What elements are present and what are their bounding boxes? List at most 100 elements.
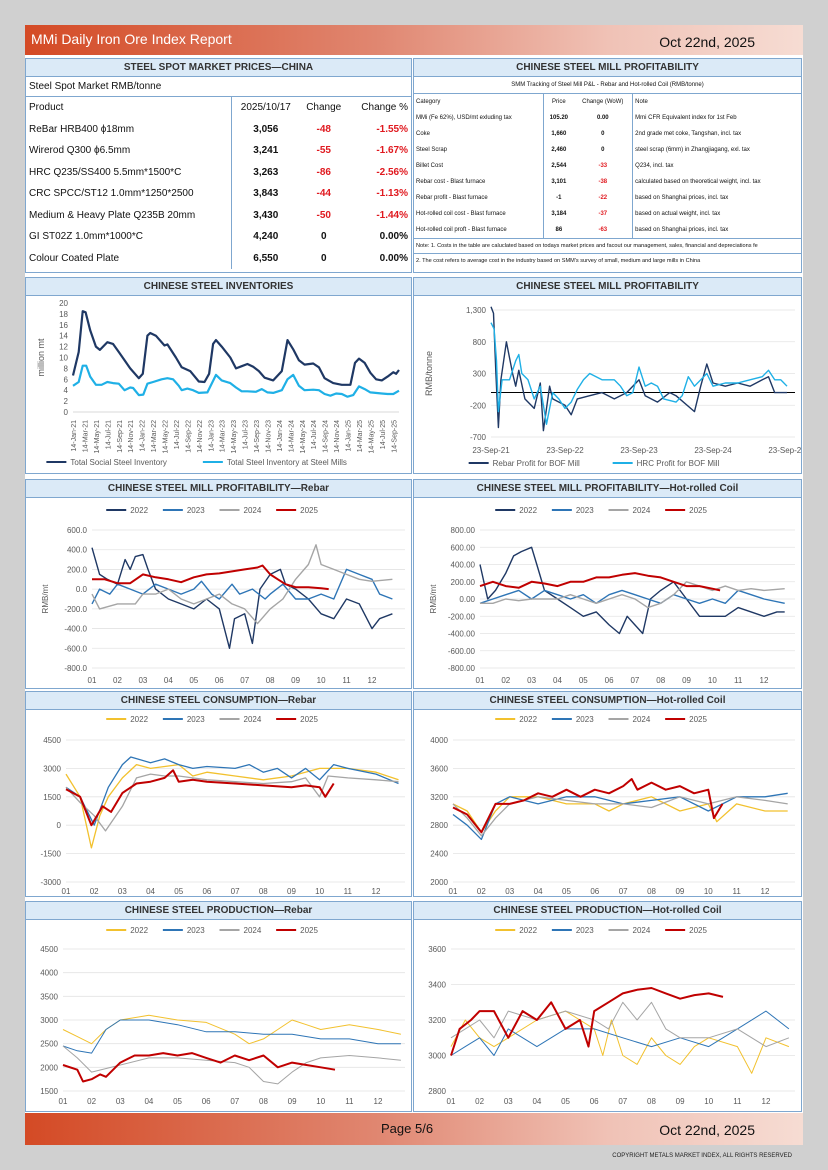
x-tick-label: 03 [116,1097,125,1106]
legend-label: 2025 [300,926,318,935]
x-tick-label: 14-Jan-21 [71,420,78,452]
report-date: Oct 22nd, 2025 [659,34,755,50]
y-tick-label: 400.0 [67,546,88,555]
section-title: CHINESE STEEL MILL PROFITABILITY [413,58,802,77]
series-line-2024 [450,1001,790,1048]
legend-label: 2025 [300,715,318,724]
table-cell: 3,101 [551,179,567,185]
table-cell: based on actual weight, incl. tax [635,211,721,217]
x-tick-label: 14-Mar-24 [288,420,295,452]
x-tick-label: 14-Mar-22 [151,420,158,452]
legend-label: 2022 [519,926,537,935]
table-row: Medium & Heavy Plate Q235B 20mm 3,430 -50 -… [26,204,411,226]
x-tick-label: 14-Sep-22 [185,420,192,453]
x-tick-label: 01 [59,1097,68,1106]
column-header: 2025/10/17 [240,102,291,114]
y-axis-label: RMB/tonne [424,351,434,396]
y-tick-label: -400.0 [64,625,87,634]
x-tick-label: 04 [553,676,562,685]
table-cell: 4,240 [253,231,279,243]
series-line-2023 [62,1019,401,1054]
series-line-2022 [65,763,399,849]
x-tick-label: 14-Sep-24 [323,420,330,453]
y-tick-label: -600.00 [448,647,476,656]
series-line-2022 [450,1010,790,1074]
y-axis-label: RMB/mt [41,584,50,614]
x-tick-label: 05 [189,676,198,685]
x-tick-label: 23-Sep-21 [472,446,510,455]
x-tick-label: 07 [231,887,240,896]
y-tick-label: 4 [64,386,69,395]
spot-subtitle: Steel Spot Market RMB/tonne [26,77,411,97]
x-tick-label: 12 [372,887,381,896]
series-line-2023 [65,756,399,826]
x-tick-label: 04 [164,676,173,685]
chart-rebarcons: -3000 -1500 0 1500 3000 4500 01 02 03 04 05 06 07 08 0… [41,715,405,896]
series-line-2023 [452,792,788,841]
chart-profts: -700 -200 300 800 1,300 RMB/tonne 23-Sep-21 23-… [424,306,801,468]
x-tick-label: 09 [676,1097,685,1106]
table-cell: 2nd grade met coke, Tangshan, incl. tax [635,131,742,137]
table-note: Note: 1. Costs in the table are caluclat… [414,238,801,253]
table-cell: 3,430 [253,209,279,221]
x-tick-label: 14-Sep-23 [254,420,261,453]
column-header: Change [306,102,342,114]
table-cell: 0 [573,126,634,142]
x-tick-label: 09 [682,676,691,685]
table-row: Wirerod Q300 ϕ6.5mm 3,241 -55 -1.67% [26,140,411,162]
report-title: MMi Daily Iron Ore Index Report [31,31,232,47]
table-cell: 3,056 [253,123,279,135]
x-tick-label: 14-Jan-25 [346,420,353,452]
chart-title: CHINESE STEEL CONSUMPTION—Rebar [25,691,412,710]
table-cell: -22 [573,190,634,206]
x-tick-label: 10 [317,676,326,685]
series-line-total-steel-inventory-at-steel-mills [72,364,400,398]
x-tick-label: 12 [368,676,377,685]
x-tick-label: 14-May-22 [163,420,170,454]
y-tick-label: 300 [473,370,487,379]
series-line-2024 [91,544,393,625]
x-tick-label: 14-May-24 [300,420,307,454]
table-cell: 0.00% [379,252,408,264]
legend-label: 2023 [187,926,205,935]
y-tick-label: 4000 [430,736,448,745]
y-tick-label: 0.0 [76,585,88,594]
y-tick-label: 16 [59,321,68,330]
table-cell: Medium & Heavy Plate Q235B 20mm [26,204,233,226]
x-tick-label: 05 [579,676,588,685]
chart-panel-rebarprof: CHINESE STEEL MILL PROFITABILITY—Rebar -8… [25,479,412,689]
table-cell: Rebar profit - Blast furnace [414,190,545,206]
chart-panel-hrcprod: CHINESE STEEL PRODUCTION—Hot-rolled Coil… [413,901,802,1112]
x-tick-label: 06 [202,887,211,896]
series-line-2025 [92,564,329,591]
x-tick-label: 08 [259,887,268,896]
chart-panel-hrccons: CHINESE STEEL CONSUMPTION—Hot-rolled Coi… [413,691,802,897]
y-tick-label: 200.00 [451,578,476,587]
table-cell: -86 [316,166,331,178]
table-row: Hot-rolled coil cost - Blast furnace 3,18… [414,206,801,222]
x-tick-label: 05 [174,887,183,896]
table-cell: -44 [316,188,331,200]
y-tick-label: 800 [473,338,487,347]
table-cell: Steel Scrap [414,142,545,158]
y-tick-label: 0 [64,408,69,417]
y-tick-label: -800.0 [64,664,87,673]
x-tick-label: 14-Nov-23 [265,420,272,453]
x-tick-label: 05 [561,1097,570,1106]
y-tick-label: 8 [64,364,69,373]
legend-label: 2024 [244,506,262,515]
column-header: Product [26,97,233,119]
y-tick-label: 3500 [40,992,58,1001]
table-cell: -2.56% [376,166,408,178]
x-tick-label: 12 [761,887,770,896]
page-number: Page 5/6 [381,1121,434,1136]
x-tick-label: 04 [532,1097,541,1106]
x-tick-label: 05 [173,1097,182,1106]
x-tick-label: 09 [291,676,300,685]
legend-label: 2024 [244,926,262,935]
series-line-2025 [452,778,724,834]
chart-hrcprof: -800.00 -600.00 -400.00 -200.00 0.00 200.00 40… [429,506,795,685]
table-cell: Wirerod Q300 ϕ6.5mm [26,140,233,162]
footer-date: Oct 22nd, 2025 [659,1122,755,1138]
x-tick-label: 11 [732,887,741,896]
